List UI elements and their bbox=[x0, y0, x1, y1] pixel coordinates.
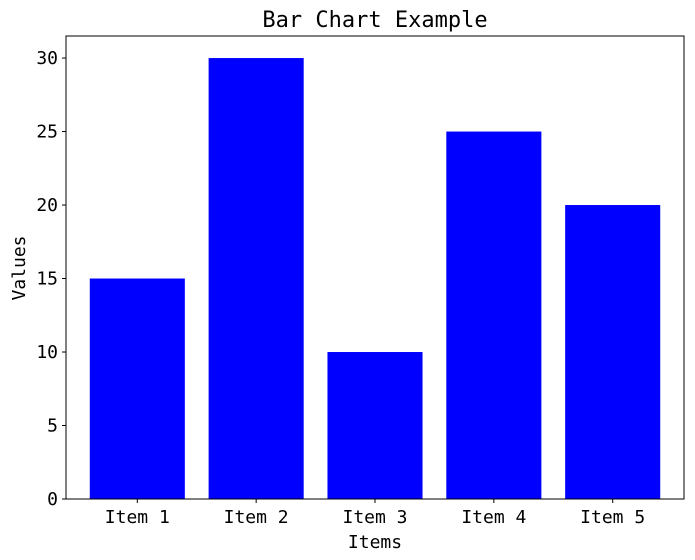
y-tick-label: 30 bbox=[36, 48, 58, 69]
y-tick-label: 15 bbox=[36, 269, 58, 290]
x-tick-label: Item 3 bbox=[342, 507, 407, 528]
x-axis-label: Items bbox=[348, 532, 402, 553]
bar-1 bbox=[89, 278, 185, 499]
x-tick-label: Item 5 bbox=[580, 507, 645, 528]
plot-frame bbox=[65, 35, 685, 500]
y-tick-label: 10 bbox=[36, 342, 58, 363]
x-tick-label: Item 4 bbox=[461, 507, 526, 528]
bar-3 bbox=[327, 352, 423, 499]
ticks-layer: Item 1 Item 2 Item 3 Item 4 Item 5 0 5 10 15 20 25… bbox=[36, 48, 645, 528]
x-tick-label: Item 1 bbox=[105, 507, 170, 528]
y-axis-label: Values bbox=[9, 235, 30, 300]
y-tick-label: 5 bbox=[47, 416, 58, 437]
y-tick-label: 20 bbox=[36, 195, 58, 216]
bar-5 bbox=[565, 205, 661, 500]
bars-layer bbox=[89, 58, 661, 500]
bar-2 bbox=[208, 58, 304, 500]
bar-4 bbox=[446, 131, 542, 500]
x-tick-label: Item 2 bbox=[224, 507, 289, 528]
chart-title: Bar Chart Example bbox=[262, 8, 487, 33]
y-tick-label: 25 bbox=[36, 122, 58, 143]
y-tick-label: 0 bbox=[47, 489, 58, 510]
